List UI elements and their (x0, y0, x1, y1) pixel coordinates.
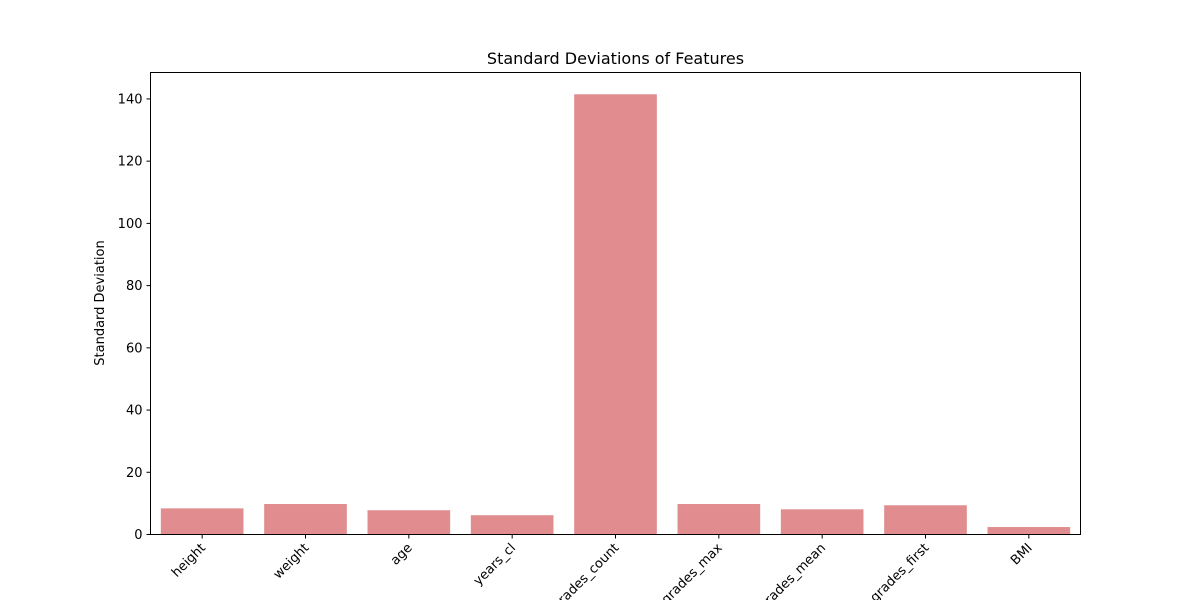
x-ticks-group: height weight age years_cl grades_count grade… (169, 534, 1036, 600)
bar (160, 508, 244, 535)
x-tick-label: grades_count (550, 541, 623, 600)
chart-title: Standard Deviations of Features (487, 49, 744, 68)
y-ticks-group: 0 20 40 60 80 100 120 140 (118, 92, 151, 543)
y-tick-label: 100 (118, 217, 143, 232)
x-tick-label: weight (271, 541, 313, 583)
y-tick-label: 20 (126, 466, 143, 481)
bar (574, 94, 657, 535)
x-tick-label: grades_first (868, 541, 933, 600)
x-tick-label: years_cl (471, 541, 519, 589)
x-tick-label: grades_max (659, 541, 726, 600)
y-tick-label: 60 (126, 341, 143, 356)
y-tick-label: 40 (126, 404, 143, 419)
x-tick-label: height (169, 541, 209, 581)
y-tick-label: 80 (126, 279, 143, 294)
bar (884, 505, 967, 535)
y-tick-label: 0 (134, 528, 142, 543)
y-tick-label: 140 (118, 92, 143, 107)
x-tick-label: age (388, 541, 416, 569)
bar (367, 510, 451, 535)
bars-group (160, 94, 1071, 535)
y-axis-label: Standard Deviation (93, 240, 108, 365)
plot-frame (150, 72, 1081, 535)
x-tick-label: BMI (1008, 541, 1036, 569)
bar (780, 509, 864, 535)
x-tick-label: grades_mean (756, 541, 829, 600)
bar (677, 504, 761, 535)
bar (470, 515, 554, 535)
y-tick-label: 120 (118, 155, 143, 170)
bar (264, 504, 347, 535)
bar (987, 527, 1071, 535)
